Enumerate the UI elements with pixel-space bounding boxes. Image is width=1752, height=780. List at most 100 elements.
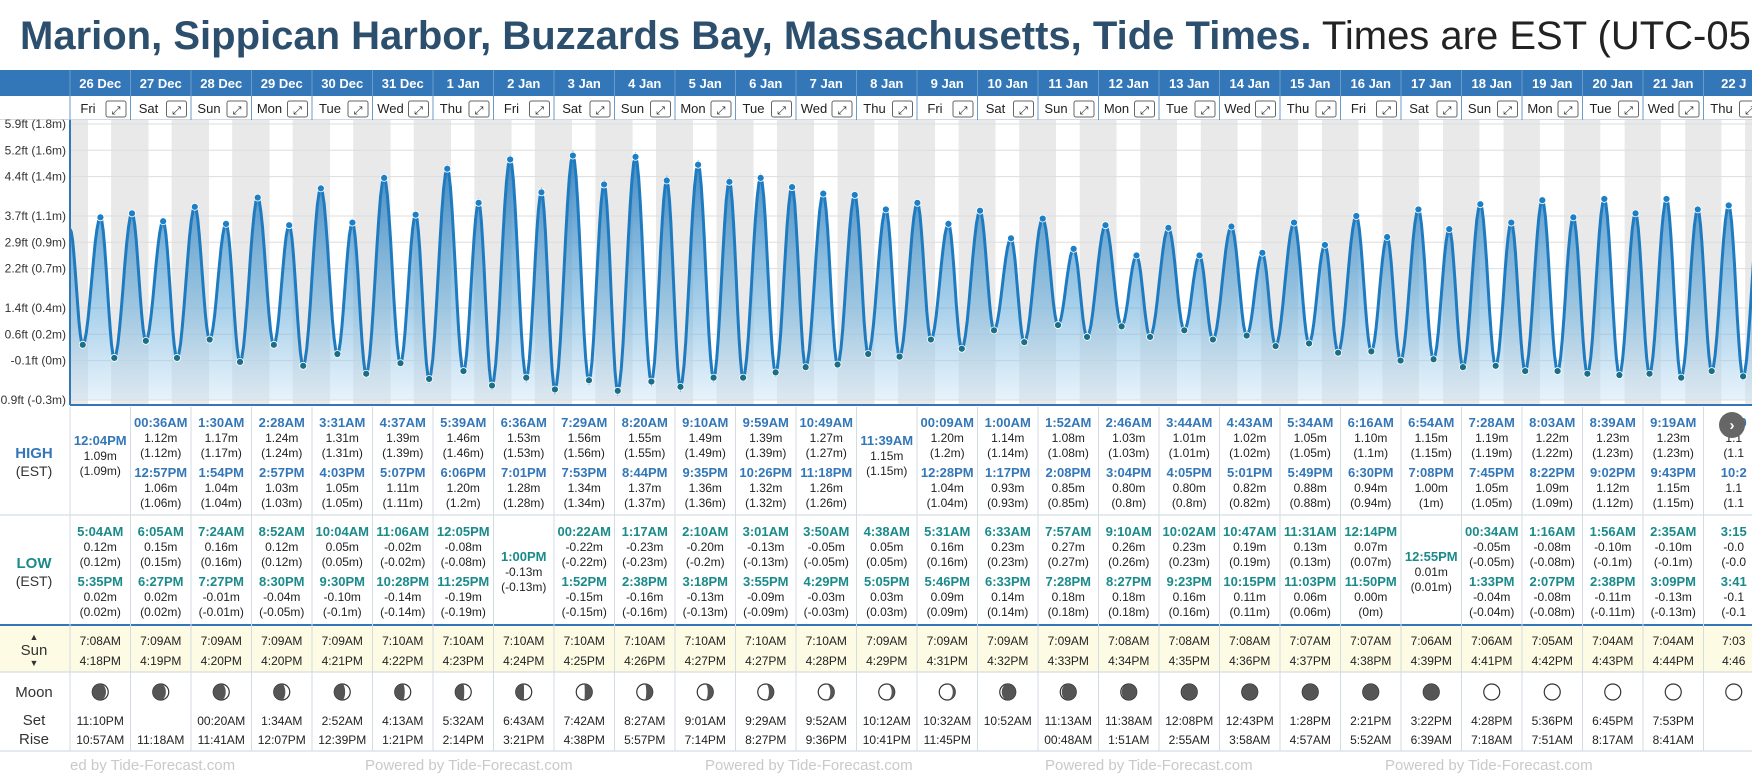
expand-day-button[interactable]: ⤢ — [226, 100, 248, 118]
y-axis-panel — [0, 120, 70, 405]
expand-day-button[interactable]: ⤢ — [1739, 100, 1752, 118]
expand-day-button[interactable]: ⤢ — [1678, 100, 1700, 118]
expand-day-button[interactable]: ⤢ — [952, 100, 974, 118]
low-tide-height-m: (-0.13m) — [1651, 605, 1696, 619]
low-tide-time: 00:22AM — [558, 524, 611, 539]
high-tide-height-m: (1.03m) — [261, 496, 302, 510]
expand-icon: ⤢ — [1201, 105, 1210, 117]
expand-day-button[interactable]: ⤢ — [468, 100, 490, 118]
low-tide-time: 10:04AM — [316, 524, 369, 539]
weekday-label: Thu — [1287, 101, 1309, 116]
expand-day-button[interactable]: ⤢ — [1618, 100, 1639, 118]
low-tide-height-m: (-0.02m) — [380, 555, 425, 569]
expand-icon — [1013, 100, 1034, 118]
high-tide-height-m: (1.36m) — [685, 496, 726, 510]
expand-day-button[interactable]: ⤢ — [589, 100, 611, 118]
expand-day-button[interactable]: ⤢ — [1557, 100, 1579, 118]
high-tide-point — [285, 221, 294, 230]
expand-day-button[interactable]: ⤢ — [1315, 100, 1337, 118]
high-tide-point — [1038, 214, 1047, 223]
low-tide-time: 3:41 — [1721, 574, 1747, 589]
low-tide-time: 5:46PM — [924, 574, 970, 589]
high-tide-point — [443, 164, 452, 173]
scroll-right-button[interactable]: › — [1719, 412, 1745, 438]
sunrise-time: 7:08AM — [1108, 634, 1149, 648]
high-tide-point — [1538, 196, 1547, 205]
expand-day-button[interactable]: ⤢ — [1134, 100, 1155, 118]
low-tide-time: 2:38PM — [622, 574, 668, 589]
night-band — [1745, 120, 1752, 405]
expand-day-button[interactable]: ⤢ — [831, 100, 853, 118]
low-tide-time: 2:38PM — [1590, 574, 1636, 589]
date-label: 21 Jan — [1653, 76, 1694, 91]
expand-day-button[interactable]: ⤢ — [771, 100, 792, 118]
expand-day-button[interactable]: ⤢ — [650, 100, 671, 118]
low-tide-height: -0.13m — [505, 565, 542, 579]
low-tide-height-m: (-0.16m) — [622, 605, 667, 619]
low-tide-time: 5:31AM — [924, 524, 970, 539]
high-tide-time: 7:45PM — [1469, 465, 1515, 480]
sunrise-time: 7:04AM — [1653, 634, 1694, 648]
expand-day-button[interactable]: ⤢ — [1194, 100, 1216, 118]
low-tide-height: 0.18m — [1052, 590, 1085, 604]
high-tide-time: 5:39AM — [440, 415, 486, 430]
expand-icon: ⤢ — [838, 105, 847, 117]
high-tide-height: 1.05m — [1475, 481, 1508, 495]
low-tide-height: 0.02m — [144, 590, 177, 604]
high-tide-height: 1.17m — [205, 431, 238, 445]
expand-day-button[interactable]: ⤢ — [1255, 100, 1276, 118]
expand-icon: ⤢ — [1080, 105, 1089, 117]
low-tide-time: 12:55PM — [1405, 549, 1458, 564]
low-tide-height-m: (0.18m) — [1048, 605, 1089, 619]
low-tide-time: 8:52AM — [259, 524, 305, 539]
expand-day-button[interactable]: ⤢ — [408, 100, 429, 118]
high-tide-point — [1132, 251, 1141, 260]
sunset-time: 4:24PM — [503, 654, 544, 668]
expand-day-button[interactable]: ⤢ — [1436, 100, 1458, 118]
moon-phase-icon — [765, 684, 774, 700]
sunrise-time: 7:10AM — [503, 634, 544, 648]
low-tide-point — [110, 354, 119, 362]
high-tide-point — [1693, 205, 1702, 214]
low-tide-height: 0.16m — [1173, 590, 1206, 604]
low-tide-point — [957, 344, 966, 353]
moonrise-time: 5:52AM — [1350, 733, 1391, 747]
expand-day-button[interactable]: ⤢ — [287, 100, 308, 118]
expand-day-button[interactable]: ⤢ — [1376, 100, 1397, 118]
sunset-time: 4:44PM — [1653, 654, 1694, 668]
expand-day-button[interactable]: ⤢ — [347, 100, 369, 118]
date-label: 27 Dec — [140, 76, 182, 91]
date-label: 30 Dec — [321, 76, 363, 91]
sunset-time: 4:27PM — [745, 654, 786, 668]
high-tide-time: 12:28PM — [921, 465, 974, 480]
low-tide-time: 11:50PM — [1345, 574, 1397, 589]
expand-day-button[interactable]: ⤢ — [1073, 100, 1095, 118]
expand-icon — [771, 100, 792, 118]
expand-day-button[interactable]: ⤢ — [892, 100, 913, 118]
low-tide-height: -0.08m — [1534, 590, 1571, 604]
expand-day-button[interactable]: ⤢ — [710, 100, 732, 118]
weekday-label: Sat — [562, 101, 582, 116]
expand-day-button[interactable]: ⤢ — [1497, 100, 1518, 118]
expand-icon — [1618, 100, 1639, 118]
expand-day-button[interactable]: ⤢ — [529, 100, 550, 118]
watermark: Powered by Tide-Forecast.com — [1385, 757, 1593, 774]
expand-icon: ⤢ — [1322, 105, 1331, 117]
expand-day-button[interactable]: ⤢ — [1013, 100, 1034, 118]
low-tide-point — [801, 363, 810, 372]
low-tide-height-m: (0.23m) — [987, 555, 1028, 569]
low-tide-height: -0.1 — [1723, 590, 1744, 604]
low-tide-point — [1367, 347, 1376, 356]
high-tide-height: 0.85m — [1052, 481, 1085, 495]
high-tide-time: 12:04PM — [74, 433, 127, 448]
moonset-time: 11:13AM — [1045, 714, 1092, 728]
expand-day-button[interactable]: ⤢ — [105, 100, 127, 118]
low-tide-time: 5:35PM — [77, 574, 123, 589]
sunrise-time: 7:08AM — [80, 634, 121, 648]
expand-day-button[interactable]: ⤢ — [166, 100, 187, 118]
low-tide-time: 1:16AM — [1529, 524, 1575, 539]
high-tide-height: 1.49m — [689, 431, 722, 445]
low-tide-height: 0.03m — [870, 590, 903, 604]
low-tide-point — [1209, 335, 1217, 344]
expand-icon — [710, 100, 732, 118]
